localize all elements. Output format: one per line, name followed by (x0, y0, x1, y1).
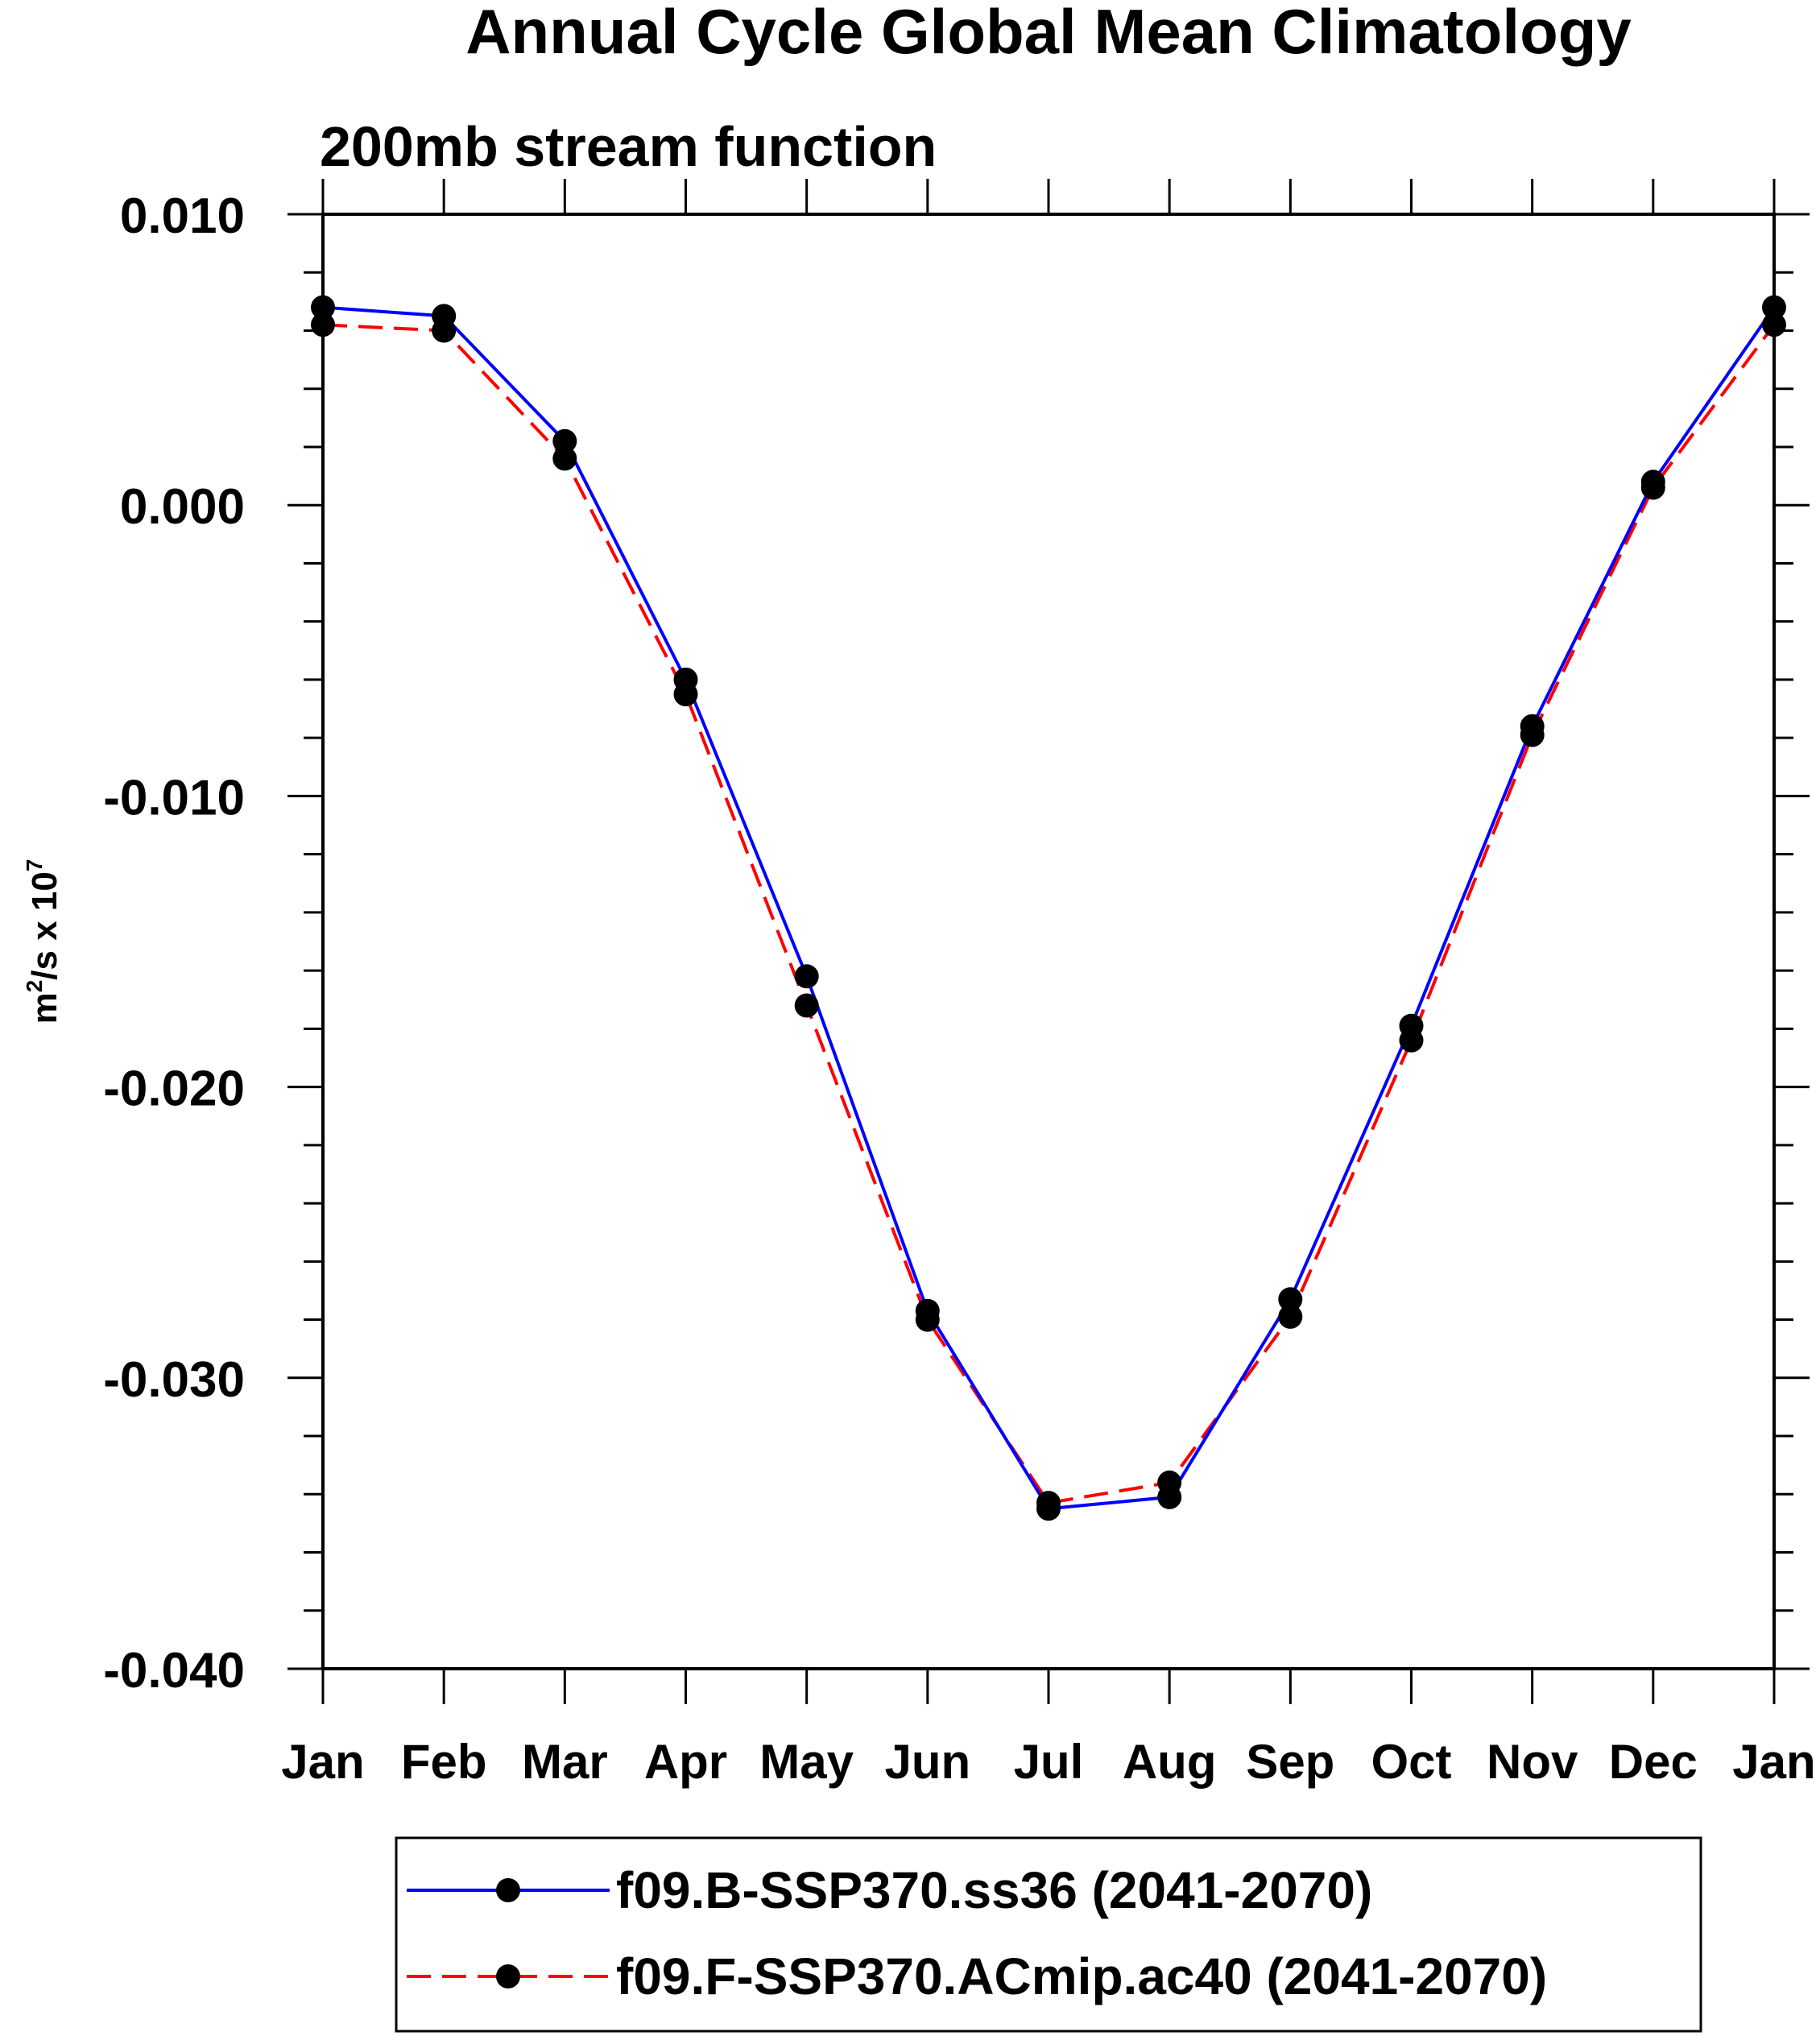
series-2-point (794, 993, 819, 1018)
series-1-point (552, 428, 577, 453)
legend-box (395, 1836, 1702, 2033)
x-tick-label: May (759, 1735, 854, 1789)
x-tick-labels: Jan Feb Mar Apr May Jun Jul Aug Sep Oct Nov Dec Jan (281, 1735, 1815, 1789)
legend: f09.B-SSP370.ss36 (2041-2070) f09.F-SSP3… (395, 1836, 1702, 2033)
series-2-point (1520, 722, 1545, 747)
x-tick-label: Jan (1732, 1735, 1815, 1789)
x-tick-label: Nov (1487, 1735, 1578, 1789)
series-2-point (1036, 1491, 1061, 1516)
y-axis-label-base: m (25, 992, 64, 1024)
series-1-point (794, 964, 819, 989)
y-tick-labels: 0.010 0.000 -0.010 -0.020 -0.030 -0.040 (103, 188, 245, 1699)
y-tick-label: -0.020 (103, 1061, 245, 1117)
series-1-point (1278, 1287, 1303, 1312)
legend-marker-series-1 (496, 1878, 520, 1902)
y-tick-label: -0.010 (103, 770, 245, 826)
series-line-2 (322, 323, 1776, 1505)
y-axis-label: m2/s x 107 (22, 859, 64, 1024)
series-2-point (1640, 475, 1665, 500)
x-tick-label: Jun (884, 1735, 970, 1789)
x-tick-label: Oct (1371, 1735, 1451, 1789)
series-line-1 (322, 305, 1776, 1511)
y-axis-label-sup2: 7 (22, 859, 47, 872)
x-tick-label: Mar (522, 1735, 608, 1789)
legend-label-series-2: f09.F-SSP370.ACmip.ac40 (2041-2070) (616, 1947, 1547, 2005)
y-axis-label-mid: /s x 10 (25, 871, 64, 980)
x-tick-label: Apr (644, 1735, 727, 1789)
y-tick-label: 0.010 (120, 188, 245, 244)
y-tick-label: -0.040 (103, 1643, 245, 1699)
axis-ticks (287, 179, 1810, 1704)
y-tick-label: 0.000 (120, 479, 245, 535)
y-tick-label: -0.030 (103, 1352, 245, 1408)
x-tick-label: Jul (1014, 1735, 1084, 1789)
series-layer (311, 295, 1786, 1521)
series-2-point (1399, 1028, 1424, 1053)
plot-frame (321, 213, 1776, 1670)
legend-marker-series-2 (496, 1964, 520, 1988)
chart-subtitle: 200mb stream function (320, 115, 937, 178)
x-tick-label: Aug (1123, 1735, 1217, 1789)
series-2-point (1157, 1470, 1182, 1495)
legend-label-series-1: f09.B-SSP370.ss36 (2041-2070) (616, 1861, 1372, 1919)
x-tick-label: Sep (1246, 1735, 1334, 1789)
x-tick-label: Jan (281, 1735, 364, 1789)
series-2-point (432, 318, 457, 343)
x-tick-label: Feb (401, 1735, 487, 1789)
series-2-point (1278, 1304, 1303, 1329)
series-2-point (552, 446, 577, 471)
series-2-point (673, 682, 698, 706)
y-axis-label-sup1: 2 (22, 980, 47, 993)
x-tick-label: Dec (1609, 1735, 1698, 1789)
chart-title: Annual Cycle Global Mean Climatology (465, 0, 1632, 67)
series-2-point (915, 1307, 940, 1332)
